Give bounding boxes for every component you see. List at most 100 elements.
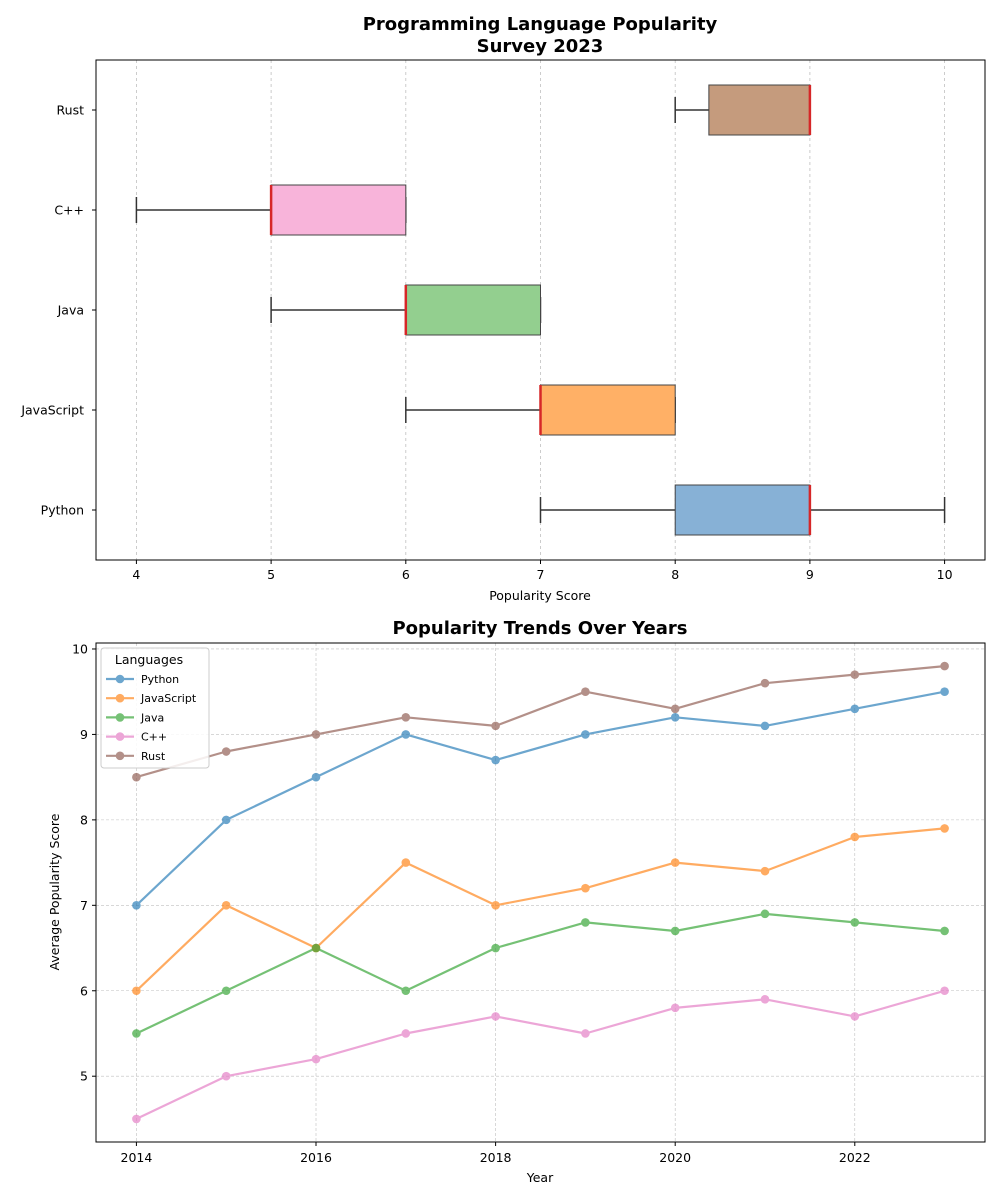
data-point [221, 1071, 231, 1081]
data-point [401, 986, 411, 996]
data-point [401, 713, 411, 722]
y-tick-label: Rust [57, 103, 85, 118]
x-tick-label: 6 [402, 567, 410, 582]
box-chart-title-line-1: Programming Language Popularity [363, 14, 718, 35]
data-point [760, 909, 770, 919]
data-point [670, 713, 680, 722]
box-chart-ticks: 4 5 6 7 8 9 10 Python JavaScript Java C++ Rust [20, 103, 952, 583]
box-chart-marks [135, 84, 946, 536]
data-point [491, 901, 500, 910]
data-point [850, 918, 860, 927]
x-tick-label: 2022 [839, 1150, 871, 1165]
legend-title: Languages [115, 652, 183, 667]
data-point [311, 772, 321, 782]
data-point [940, 824, 949, 833]
line-chart: Popularity Trends Over Years 2014 2016 201… [47, 618, 986, 1185]
y-tick-label: 6 [80, 983, 88, 998]
data-point [760, 721, 770, 731]
data-point [940, 687, 949, 697]
line-chart-marks [132, 661, 949, 1124]
series-rust [132, 661, 949, 782]
x-tick-label: 5 [267, 567, 275, 582]
y-tick-label: C++ [54, 203, 84, 218]
x-tick-label: 7 [537, 567, 545, 582]
y-tick-label: Python [41, 503, 84, 518]
box-rust [674, 84, 812, 136]
legend-marker [115, 693, 125, 703]
data-point [221, 901, 231, 910]
x-tick-label: 10 [937, 567, 953, 582]
line-chart-x-axis-label: Year [526, 1170, 554, 1185]
legend-marker [115, 732, 125, 741]
data-point [581, 883, 590, 893]
x-tick-label: 9 [806, 567, 814, 582]
data-point [940, 661, 949, 671]
y-tick-label: 8 [80, 812, 88, 827]
series-line [136, 665, 945, 779]
legend-item-javascript [106, 693, 134, 703]
y-tick-label: JavaScript [20, 403, 84, 418]
data-point [311, 1054, 321, 1064]
data-point [132, 772, 141, 782]
box-body [540, 384, 676, 436]
line-chart-frame [95, 642, 986, 1143]
data-point [132, 1114, 141, 1124]
series-line [135, 690, 945, 907]
series-line [135, 989, 945, 1120]
series-java [132, 909, 949, 1038]
box-plot-chart: Programming Language Popularity Survey 2… [20, 14, 986, 603]
legend-item-python [106, 674, 134, 684]
box-chart-x-axis-label: Popularity Score [489, 588, 591, 603]
data-point [581, 687, 590, 697]
y-tick-label: 5 [80, 1069, 88, 1084]
series-cplusplus [132, 986, 949, 1124]
y-tick-label: 7 [80, 898, 88, 913]
data-point [221, 747, 231, 756]
data-point [221, 815, 231, 825]
box-java [270, 284, 542, 336]
x-tick-label: 4 [132, 567, 140, 582]
legend-label: Rust [141, 750, 166, 763]
data-point [850, 832, 860, 842]
box-body [708, 84, 811, 136]
legend-item-java [106, 713, 134, 722]
data-point [760, 995, 770, 1004]
data-point [581, 1029, 590, 1038]
legend-label: Java [140, 711, 164, 724]
data-point [491, 721, 500, 731]
data-point [311, 730, 321, 739]
data-point [760, 678, 770, 688]
box-cplusplus [135, 184, 407, 236]
series-javascript [132, 824, 949, 996]
box-chart-grid [136, 60, 945, 560]
line-chart-grid [96, 643, 985, 1142]
data-point [311, 943, 321, 953]
data-point [670, 858, 680, 867]
data-point [491, 755, 500, 765]
box-chart-title-line-2: Survey 2023 [477, 36, 604, 57]
data-point [850, 704, 860, 714]
line-chart-legend: Languages Python JavaScript Java C++ Rust [100, 647, 210, 769]
line-chart-title: Popularity Trends Over Years [392, 618, 687, 639]
data-point [491, 1012, 500, 1021]
data-point [401, 858, 411, 867]
data-point [581, 730, 590, 739]
x-tick-label: 2016 [300, 1150, 332, 1165]
legend-label: Python [141, 673, 179, 686]
data-point [581, 918, 590, 927]
x-tick-label: 8 [671, 567, 679, 582]
data-point [670, 926, 680, 936]
data-point [132, 986, 141, 996]
x-tick-label: 2020 [659, 1150, 691, 1165]
data-point [491, 943, 500, 953]
legend-marker [115, 751, 125, 761]
legend-label: JavaScript [140, 692, 197, 705]
x-tick-label: 2018 [480, 1150, 512, 1165]
legend-label: C++ [141, 731, 167, 744]
data-point [940, 986, 949, 996]
line-chart-y-axis-label: Average Popularity Score [47, 813, 62, 970]
data-point [132, 1029, 141, 1038]
data-point [940, 926, 949, 936]
box-javascript [405, 384, 676, 436]
